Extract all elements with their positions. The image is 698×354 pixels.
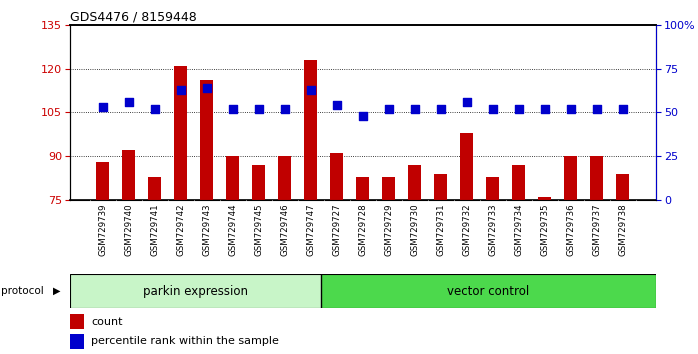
Text: GDS4476 / 8159448: GDS4476 / 8159448 (70, 11, 197, 24)
Text: count: count (91, 316, 122, 327)
Bar (253, 165, 265, 354)
Bar (538, 197, 551, 354)
Bar (591, 156, 604, 354)
Text: GSM729732: GSM729732 (463, 204, 471, 256)
Text: GSM729739: GSM729739 (98, 204, 107, 256)
Point (618, 106, 629, 112)
Text: GSM729729: GSM729729 (385, 204, 394, 256)
Point (487, 106, 498, 112)
Point (332, 103, 343, 108)
Text: protocol: protocol (1, 286, 43, 296)
Text: GSM729728: GSM729728 (359, 204, 367, 256)
Point (591, 106, 602, 112)
Bar (321, 274, 656, 308)
Bar (200, 80, 214, 354)
Text: GSM729727: GSM729727 (332, 204, 341, 256)
Text: GSM729746: GSM729746 (281, 204, 290, 256)
Point (305, 87, 316, 92)
Bar (357, 177, 369, 354)
Point (436, 106, 447, 112)
Point (410, 106, 421, 112)
Bar (70, 274, 321, 308)
Bar (408, 165, 422, 354)
Point (97, 104, 108, 110)
Bar (616, 174, 630, 354)
Bar (226, 156, 239, 354)
Point (228, 106, 239, 112)
Text: percentile rank within the sample: percentile rank within the sample (91, 336, 279, 346)
Text: GSM729734: GSM729734 (514, 204, 524, 256)
Point (514, 106, 525, 112)
Bar (487, 177, 500, 354)
Point (565, 106, 577, 112)
Text: GSM729738: GSM729738 (618, 204, 628, 256)
Point (253, 106, 265, 112)
Bar (461, 133, 473, 354)
Text: GSM729744: GSM729744 (228, 204, 237, 256)
Point (201, 85, 212, 91)
Text: GSM729730: GSM729730 (410, 204, 419, 256)
Text: GSM729747: GSM729747 (306, 204, 315, 256)
Text: GSM729735: GSM729735 (540, 204, 549, 256)
Point (175, 87, 186, 92)
Bar (70, 314, 84, 329)
Bar (149, 177, 161, 354)
Bar (279, 156, 292, 354)
Text: GSM729741: GSM729741 (151, 204, 159, 256)
Bar (330, 153, 343, 354)
Point (383, 106, 394, 112)
Point (279, 106, 290, 112)
Text: parkin expression: parkin expression (143, 285, 248, 298)
Bar (122, 150, 135, 354)
Bar (70, 334, 84, 348)
Bar (383, 177, 396, 354)
Text: GSM729737: GSM729737 (593, 204, 602, 256)
Text: GSM729743: GSM729743 (202, 204, 211, 256)
Point (461, 99, 473, 105)
Point (357, 113, 369, 119)
Text: GSM729742: GSM729742 (177, 204, 186, 256)
Text: GSM729740: GSM729740 (124, 204, 133, 256)
Text: vector control: vector control (447, 285, 530, 298)
Bar (96, 162, 110, 354)
Point (149, 106, 161, 112)
Text: GSM729745: GSM729745 (255, 204, 263, 256)
Bar (565, 156, 577, 354)
Text: GSM729731: GSM729731 (436, 204, 445, 256)
Point (540, 106, 551, 112)
Text: GSM729736: GSM729736 (567, 204, 575, 256)
Bar (512, 165, 526, 354)
Point (124, 99, 135, 105)
Bar (174, 66, 188, 354)
Text: GSM729733: GSM729733 (489, 204, 498, 256)
Bar (304, 60, 318, 354)
Bar (434, 174, 447, 354)
Text: ▶: ▶ (53, 286, 61, 296)
